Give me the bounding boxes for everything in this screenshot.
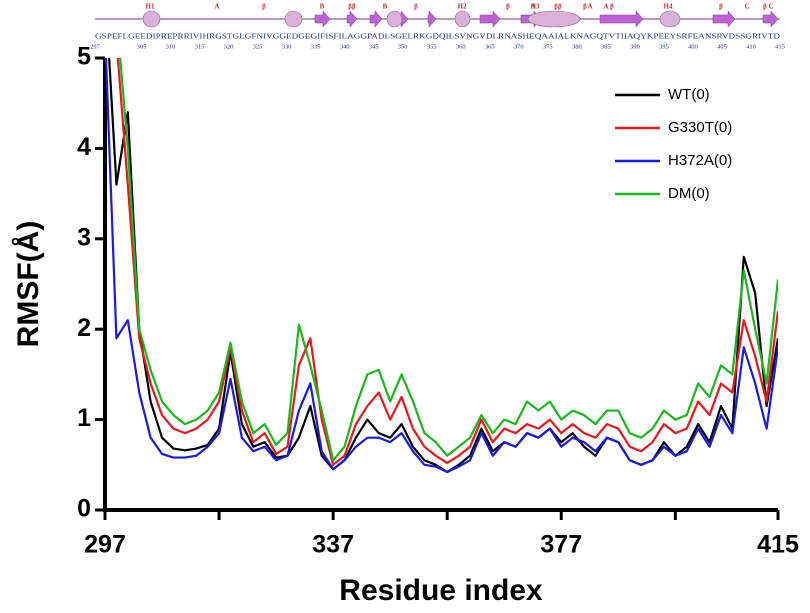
y-tick-label: 5 bbox=[77, 43, 91, 71]
strand-arrow bbox=[479, 10, 501, 28]
position-label: 335 bbox=[311, 43, 321, 50]
legend-label: DM(0) bbox=[668, 185, 710, 202]
position-label: 325 bbox=[253, 43, 263, 50]
strand-arrow bbox=[369, 10, 383, 28]
structure-label: H4 bbox=[664, 3, 673, 11]
position-label: 405 bbox=[717, 43, 727, 50]
structure-label: ββ bbox=[348, 3, 356, 11]
structure-label: β bbox=[506, 3, 510, 11]
structure-label: A bbox=[587, 3, 592, 11]
position-label: 350 bbox=[398, 43, 408, 50]
series-line bbox=[119, 58, 778, 462]
position-label: 345 bbox=[369, 43, 379, 50]
structure-label: A bbox=[530, 3, 535, 11]
structure-label: C bbox=[744, 3, 749, 11]
structure-label: A bbox=[214, 3, 219, 11]
x-tick-label: 337 bbox=[312, 531, 354, 559]
strand-arrow bbox=[314, 10, 331, 28]
structure-label: B bbox=[383, 3, 388, 11]
series-line bbox=[116, 58, 778, 466]
helix bbox=[284, 10, 303, 28]
helix bbox=[454, 10, 471, 28]
sequence: GSPEFLGEEDIPREPRRIVIHRGSTGLGFNIVGGEDGEGI… bbox=[95, 32, 781, 41]
structure-label: A bbox=[603, 3, 608, 11]
position-label: 390 bbox=[630, 43, 640, 50]
position-label: 400 bbox=[688, 43, 698, 50]
y-tick-label: 1 bbox=[77, 404, 91, 432]
structure-label: B bbox=[320, 3, 325, 11]
position-label: 305 bbox=[137, 43, 147, 50]
legend-label: G330T(0) bbox=[668, 119, 732, 136]
structure-label: β bbox=[719, 3, 723, 11]
helix bbox=[659, 10, 681, 28]
structure-label: H2 bbox=[458, 3, 467, 11]
position-label: 385 bbox=[601, 43, 611, 50]
position-label: 330 bbox=[282, 43, 292, 50]
strand-arrow bbox=[762, 10, 779, 28]
position-label: 315 bbox=[195, 43, 205, 50]
position-label: 410 bbox=[746, 43, 756, 50]
position-label: 415 bbox=[775, 43, 785, 50]
position-label: 375 bbox=[543, 43, 553, 50]
position-label: 355 bbox=[427, 43, 437, 50]
legend-label: H372A(0) bbox=[668, 152, 732, 169]
structure-label: ββ bbox=[554, 3, 562, 11]
strand-arrow bbox=[712, 10, 736, 28]
series-line bbox=[108, 58, 778, 474]
plot-lines bbox=[105, 58, 778, 474]
x-tick-label: 377 bbox=[540, 531, 582, 559]
series-line bbox=[105, 58, 778, 474]
structure-label: β bbox=[610, 3, 614, 11]
position-label: 340 bbox=[340, 43, 350, 50]
position-label: 380 bbox=[572, 43, 582, 50]
x-tick-label: 297 bbox=[84, 531, 126, 559]
strand-arrow bbox=[599, 10, 644, 28]
helix bbox=[142, 10, 161, 28]
strand-arrow bbox=[346, 10, 358, 28]
y-tick-label: 0 bbox=[77, 495, 91, 523]
position-label: 310 bbox=[166, 43, 176, 50]
y-tick-label: 2 bbox=[77, 314, 91, 342]
structure-label: β bbox=[262, 3, 266, 11]
position-label: 370 bbox=[514, 43, 524, 50]
y-axis-title: RMSF(Å) bbox=[12, 221, 45, 348]
legend: WT(0) G330T(0) H372A(0) DM(0) bbox=[615, 86, 732, 202]
position-label: 365 bbox=[485, 43, 495, 50]
structure-label: β bbox=[763, 3, 767, 11]
position-label: 297 bbox=[90, 43, 101, 50]
structure-label: H3 bbox=[531, 3, 540, 11]
structure-label: C bbox=[768, 3, 773, 11]
x-axis-title: Residue index bbox=[339, 574, 543, 607]
position-label: 320 bbox=[224, 43, 234, 50]
structure-label: β bbox=[414, 3, 418, 11]
helix bbox=[386, 10, 403, 28]
structure-label: β bbox=[583, 3, 587, 11]
legend-label: WT(0) bbox=[668, 86, 710, 103]
structure-label: H1 bbox=[146, 3, 155, 11]
position-label: 360 bbox=[456, 43, 466, 50]
x-tick-label: 415 bbox=[757, 531, 799, 559]
position-label: 395 bbox=[659, 43, 669, 50]
y-tick-label: 3 bbox=[77, 223, 91, 251]
strand-arrow bbox=[427, 10, 437, 28]
y-tick-label: 4 bbox=[77, 133, 91, 161]
helix bbox=[527, 10, 581, 28]
